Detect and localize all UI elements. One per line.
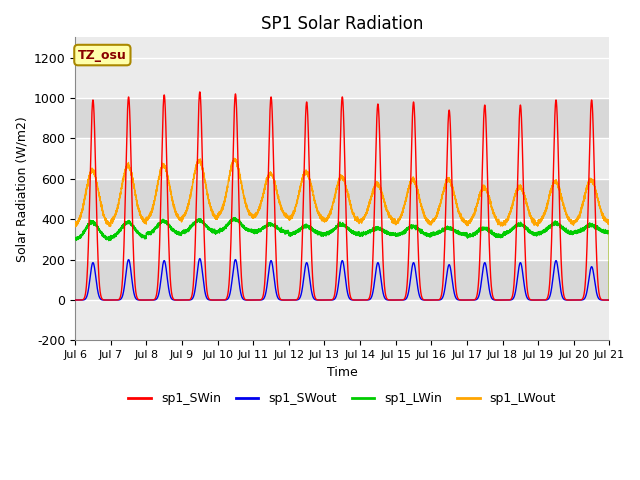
sp1_SWout — [196, 256, 204, 262]
sp1_LWout — [180, 212, 188, 218]
Line: sp1_LWin: sp1_LWin — [75, 217, 609, 300]
Legend: sp1_SWin, sp1_SWout, sp1_LWin, sp1_LWout: sp1_SWin, sp1_SWout, sp1_LWin, sp1_LWout — [124, 387, 561, 410]
sp1_SWin — [605, 297, 613, 303]
sp1_SWout — [604, 297, 611, 303]
Line: sp1_SWin: sp1_SWin — [75, 92, 609, 300]
Text: TZ_osu: TZ_osu — [78, 48, 127, 61]
Bar — [75, 300, 609, 340]
sp1_LWout — [271, 182, 279, 188]
Bar — [75, 138, 609, 179]
sp1_LWout — [71, 220, 79, 226]
sp1_SWin — [416, 281, 424, 287]
Bar — [75, 219, 609, 260]
sp1_SWin — [604, 297, 611, 303]
sp1_SWin — [180, 297, 188, 303]
Bar — [75, 98, 609, 138]
sp1_SWin — [196, 89, 204, 95]
sp1_SWout — [180, 297, 188, 303]
Bar — [75, 179, 609, 219]
Line: sp1_LWout: sp1_LWout — [75, 158, 609, 300]
Y-axis label: Solar Radiation (W/m2): Solar Radiation (W/m2) — [15, 116, 28, 262]
sp1_SWin — [186, 297, 193, 303]
sp1_SWout — [416, 294, 424, 300]
sp1_SWin — [492, 297, 500, 303]
Title: SP1 Solar Radiation: SP1 Solar Radiation — [261, 15, 424, 33]
sp1_LWin — [231, 215, 239, 220]
sp1_LWout — [605, 297, 613, 303]
sp1_LWout — [416, 197, 424, 203]
sp1_SWin — [271, 227, 279, 233]
sp1_SWout — [271, 284, 279, 289]
sp1_SWout — [605, 297, 613, 303]
sp1_SWin — [71, 297, 79, 303]
sp1_SWout — [186, 297, 193, 303]
sp1_LWout — [492, 216, 500, 222]
sp1_LWout — [186, 199, 193, 204]
Line: sp1_SWout: sp1_SWout — [75, 259, 609, 300]
sp1_LWin — [71, 236, 79, 241]
sp1_LWin — [604, 228, 611, 234]
sp1_LWin — [271, 223, 279, 228]
sp1_LWin — [186, 226, 193, 232]
sp1_LWin — [492, 233, 500, 239]
sp1_SWout — [492, 297, 500, 303]
sp1_LWin — [180, 228, 188, 234]
Bar — [75, 58, 609, 98]
sp1_LWin — [416, 228, 424, 234]
X-axis label: Time: Time — [327, 366, 358, 379]
Bar — [75, 260, 609, 300]
sp1_LWin — [605, 297, 613, 303]
sp1_LWout — [230, 156, 238, 161]
sp1_LWout — [604, 219, 611, 225]
sp1_SWout — [71, 297, 79, 303]
